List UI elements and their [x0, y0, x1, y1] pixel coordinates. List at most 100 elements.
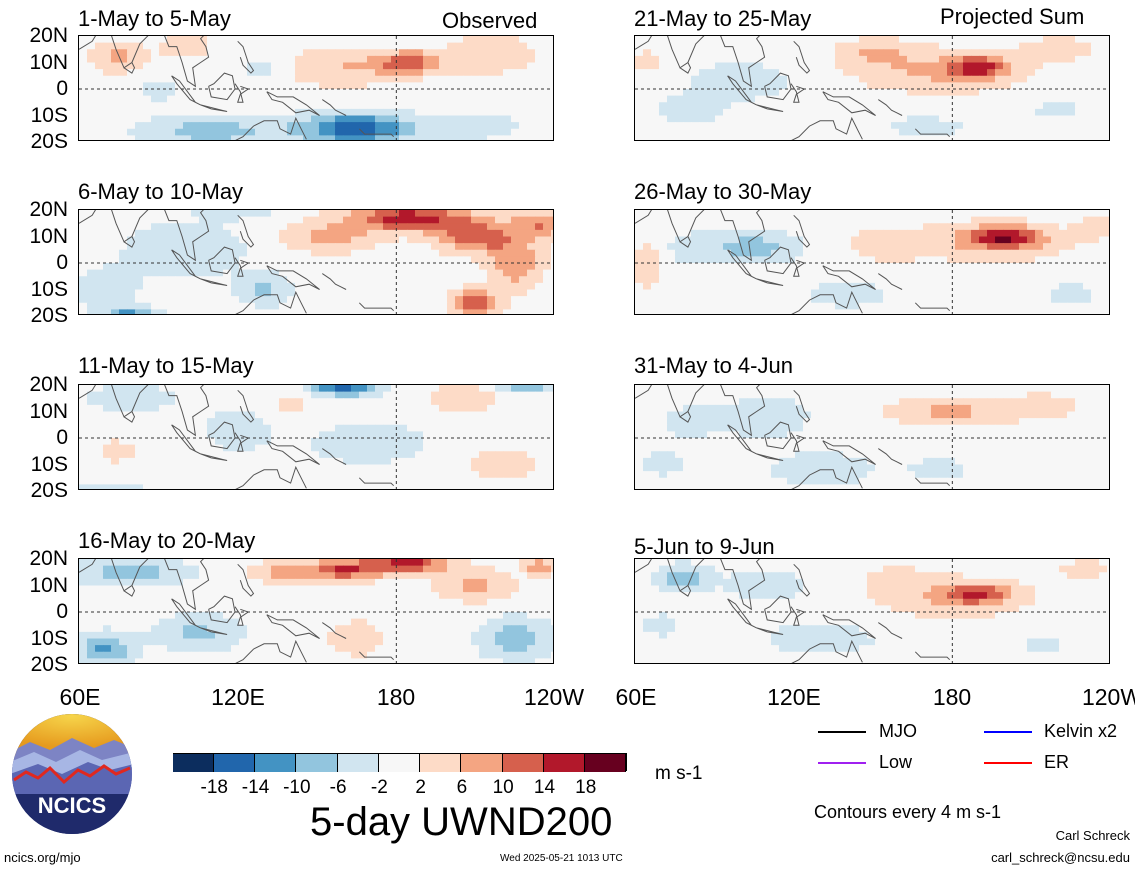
heatmap-cell [527, 309, 536, 314]
heatmap-cell [423, 263, 432, 271]
heatmap-cell [327, 391, 336, 399]
heatmap-cell [335, 605, 344, 613]
heatmap-cell [1043, 115, 1052, 123]
heatmap-cell [447, 289, 456, 297]
heatmap-cell [827, 135, 836, 140]
coastline [235, 465, 307, 489]
heatmap-cell [191, 122, 200, 130]
heatmap-cell [1003, 55, 1012, 63]
heatmap-cell [151, 411, 160, 419]
heatmap-cell [511, 95, 520, 103]
heatmap-cell [279, 122, 288, 130]
heatmap-cell [707, 36, 716, 44]
heatmap-cell [431, 210, 440, 218]
heatmap-cell [247, 651, 256, 659]
heatmap-cell [511, 418, 520, 426]
heatmap-cell [439, 605, 448, 613]
heatmap-cell [635, 49, 644, 57]
heatmap-cell [175, 438, 184, 446]
heatmap-cell [1027, 108, 1036, 116]
heatmap-cell [1099, 82, 1108, 90]
heatmap-cell [503, 404, 512, 412]
heatmap-cell [127, 302, 136, 310]
heatmap-cell [103, 444, 112, 452]
heatmap-cell [527, 598, 536, 606]
heatmap-cell [119, 249, 128, 257]
heatmap-cell [111, 411, 120, 419]
heatmap-cell [231, 559, 240, 567]
coastline [358, 651, 395, 661]
heatmap-cell [715, 62, 724, 70]
heatmap-cell [487, 289, 496, 297]
heatmap-cell [207, 451, 216, 459]
heatmap-cell [699, 102, 708, 110]
heatmap-cell [723, 49, 732, 57]
heatmap-cell [511, 477, 520, 485]
heatmap-cell [167, 598, 176, 606]
heatmap-cell [127, 135, 136, 140]
heatmap-cell [183, 210, 192, 218]
heatmap-cell [535, 249, 544, 257]
heatmap-cell [167, 444, 176, 452]
heatmap-cell [1067, 210, 1076, 218]
heatmap-cell [239, 651, 248, 659]
heatmap-cell [715, 82, 724, 90]
heatmap-cell [843, 210, 852, 218]
heatmap-cell [183, 102, 192, 110]
heatmap-cell [1083, 82, 1092, 90]
heatmap-cell [375, 95, 384, 103]
heatmap-cell [747, 89, 756, 97]
heatmap-cell [1059, 75, 1068, 83]
heatmap-cell [415, 651, 424, 659]
heatmap-cell [327, 309, 336, 314]
heatmap-cell [487, 658, 496, 663]
heatmap-cell [463, 658, 472, 663]
heatmap-cell [415, 95, 424, 103]
heatmap-cell [143, 398, 152, 406]
heatmap-cell [343, 572, 352, 580]
heatmap-cell [431, 289, 440, 297]
heatmap-cell [135, 289, 144, 297]
heatmap-cell [811, 122, 820, 130]
heatmap-cell [271, 658, 280, 663]
heatmap-cell [87, 618, 96, 626]
heatmap-cell [191, 289, 200, 297]
heatmap-cell [375, 471, 384, 479]
heatmap-cell [487, 128, 496, 136]
heatmap-cell [343, 276, 352, 284]
heatmap-cell [527, 559, 536, 567]
heatmap-cell [407, 42, 416, 50]
heatmap-cell [351, 62, 360, 70]
heatmap-cell [907, 89, 916, 97]
heatmap-cell [667, 36, 676, 44]
heatmap-cell [691, 95, 700, 103]
heatmap-cell [375, 598, 384, 606]
heatmap-cell [463, 269, 472, 277]
heatmap-cell [511, 276, 520, 284]
heatmap-cell [667, 69, 676, 77]
heatmap-cell [119, 638, 128, 646]
heatmap-cell [723, 122, 732, 130]
heatmap-cell [899, 42, 908, 50]
heatmap-cell [643, 69, 652, 77]
heatmap-cell [327, 385, 336, 393]
heatmap-cell [207, 128, 216, 136]
heatmap-cell [127, 249, 136, 257]
heatmap-cell [423, 135, 432, 140]
heatmap-cell [143, 471, 152, 479]
heatmap-cell [151, 216, 160, 224]
heatmap-cell [143, 216, 152, 224]
heatmap-cell [367, 477, 376, 485]
heatmap-cell [183, 651, 192, 659]
heatmap-cell [811, 89, 820, 97]
heatmap-cell [263, 585, 272, 593]
heatmap-cell [447, 444, 456, 452]
heatmap-cell [319, 95, 328, 103]
heatmap-cell [383, 302, 392, 310]
heatmap-cell [543, 385, 552, 393]
heatmap-cell [191, 645, 200, 653]
heatmap-cell [143, 444, 152, 452]
heatmap-cell [87, 276, 96, 284]
heatmap-cell [827, 210, 836, 218]
heatmap-cell [503, 464, 512, 472]
